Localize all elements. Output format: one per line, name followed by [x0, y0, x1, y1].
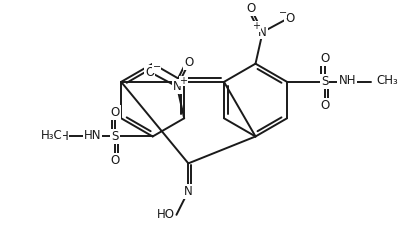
Text: HN: HN	[84, 129, 101, 142]
Text: −: −	[279, 8, 287, 18]
Text: N: N	[184, 185, 193, 197]
Text: −: −	[153, 62, 161, 72]
Text: +: +	[180, 76, 187, 86]
Text: O: O	[285, 12, 294, 25]
Text: O: O	[110, 154, 120, 167]
Text: S: S	[111, 130, 119, 143]
Text: O: O	[246, 2, 255, 15]
Text: S: S	[321, 75, 328, 88]
Text: O: O	[320, 52, 329, 65]
Text: N: N	[173, 80, 182, 93]
Text: CH₃: CH₃	[377, 74, 399, 87]
Text: HO: HO	[157, 208, 175, 221]
Text: H₃C: H₃C	[41, 129, 63, 142]
Text: O: O	[184, 56, 193, 69]
Text: +: +	[252, 22, 260, 32]
Text: H: H	[60, 130, 69, 143]
Text: O: O	[320, 99, 329, 112]
Text: O: O	[110, 106, 120, 119]
Text: N: N	[258, 26, 267, 39]
Text: O: O	[145, 66, 154, 79]
Text: NH: NH	[338, 74, 356, 87]
